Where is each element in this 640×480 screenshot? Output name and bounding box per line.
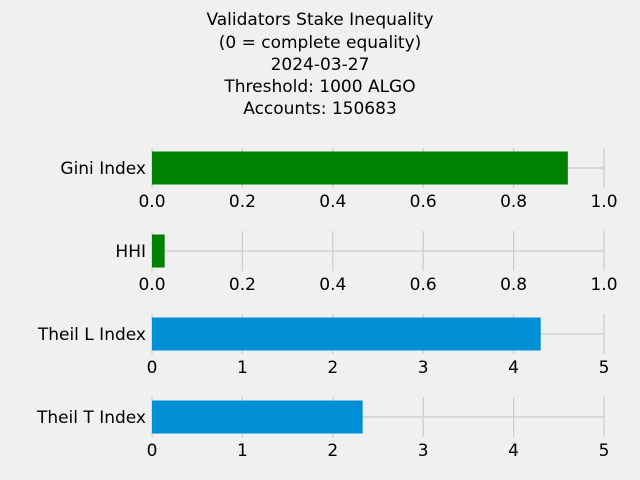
category-label: Theil L Index: [37, 325, 146, 345]
bar: [152, 317, 541, 351]
x-tick-label: 4: [508, 441, 519, 461]
x-tick-label: 1: [237, 358, 248, 378]
bar: [152, 234, 165, 268]
x-tick-label: 0: [147, 441, 158, 461]
chart-title: Validators Stake Inequality (0 = complete…: [206, 10, 433, 119]
chart-title-line: Accounts: 150683: [243, 99, 397, 119]
chart-title-line: Validators Stake Inequality: [206, 10, 433, 30]
x-tick-label: 0.6: [410, 192, 437, 212]
x-tick-label: 0.6: [410, 275, 437, 295]
x-tick-label: 0.0: [138, 192, 165, 212]
x-tick-label: 3: [418, 441, 429, 461]
x-tick-label: 0.4: [319, 192, 346, 212]
bar: [152, 400, 363, 434]
x-tick-label: 0.2: [229, 275, 256, 295]
chart-title-line: (0 = complete equality): [219, 33, 422, 53]
x-tick-label: 5: [599, 358, 610, 378]
x-tick-label: 4: [508, 358, 519, 378]
x-tick-label: 0: [147, 358, 158, 378]
x-tick-label: 2: [327, 358, 338, 378]
x-tick-label: 0.0: [138, 275, 165, 295]
bar: [152, 151, 568, 185]
panel: Gini Index 0.0 0.2 0.4 0.6 0.8 1.0: [60, 148, 618, 212]
x-tick-label: 1.0: [590, 192, 617, 212]
x-tick-label: 0.8: [500, 192, 527, 212]
x-tick-label: 1.0: [590, 275, 617, 295]
chart-title-line: Threshold: 1000 ALGO: [223, 77, 415, 97]
chart-panels: Gini Index 0.0 0.2 0.4 0.6 0.8 1.0 HHI 0.0 0.2 0.4…: [36, 148, 618, 461]
x-tick-label: 2: [327, 441, 338, 461]
x-tick-label: 0.2: [229, 192, 256, 212]
panel: HHI 0.0 0.2 0.4 0.6 0.8 1.0: [115, 231, 618, 295]
x-tick-label: 1: [237, 441, 248, 461]
category-label: Gini Index: [60, 159, 146, 179]
x-tick-label: 0.4: [319, 275, 346, 295]
x-tick-label: 5: [599, 441, 610, 461]
category-label: HHI: [115, 242, 146, 262]
x-tick-label: 3: [418, 358, 429, 378]
chart-title-line: 2024-03-27: [271, 55, 370, 75]
x-tick-label: 0.8: [500, 275, 527, 295]
category-label: Theil T Index: [36, 408, 146, 428]
